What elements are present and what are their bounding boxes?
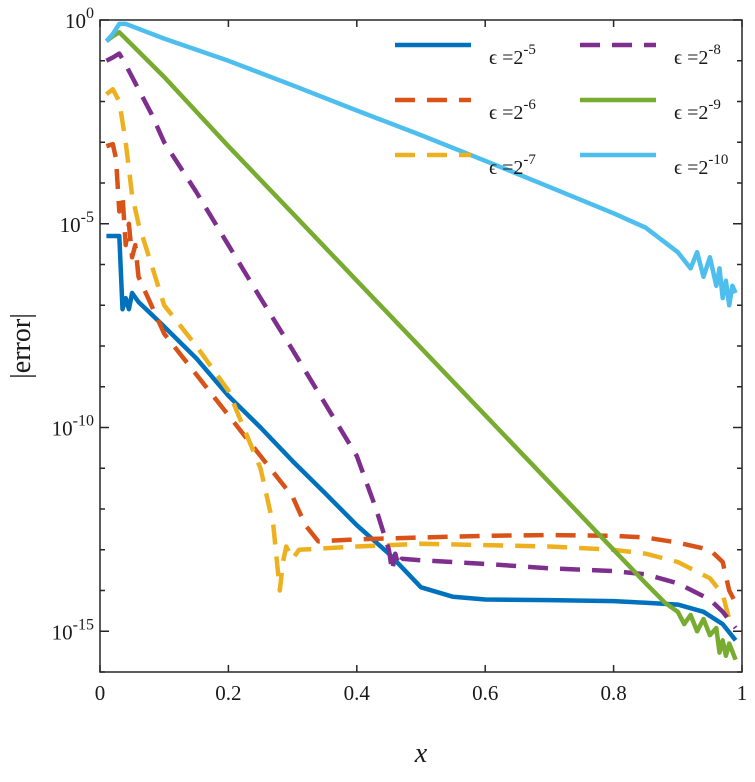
x-axis-label: x — [414, 738, 428, 769]
series-line-1 — [106, 233, 738, 642]
series-line-3 — [104, 86, 737, 622]
x-tick-label: 0.2 — [215, 681, 241, 705]
series-line-5 — [104, 30, 738, 661]
y-tick-label: 100 — [65, 5, 94, 33]
y-ticks: 100 10-5 10-10 10-15 — [52, 5, 742, 673]
x-tick-label: 0.8 — [600, 681, 626, 705]
plot-lines — [104, 21, 738, 661]
y-axis-label: |error| — [6, 313, 37, 379]
x-ticks: 0 0.2 0.4 0.6 0.8 1 — [95, 20, 748, 705]
y-tick-label: 10-10 — [52, 413, 94, 441]
legend-label-6: ϵ =2-10 — [674, 152, 728, 179]
legend-label-4: ϵ =2-8 — [674, 42, 721, 69]
series-line-4 — [105, 51, 738, 630]
x-tick-label: 0.4 — [344, 681, 371, 705]
legend: ϵ =2-5 ϵ =2-6 ϵ =2-7 ϵ =2-8 ϵ =2-9 ϵ =2-10 — [395, 42, 728, 179]
legend-label-1: ϵ =2-5 — [489, 42, 536, 69]
x-tick-label: 1 — [737, 681, 748, 705]
x-tick-label: 0.6 — [472, 681, 498, 705]
series-line-6 — [104, 21, 738, 308]
legend-label-2: ϵ =2-6 — [489, 97, 536, 124]
x-tick-label: 0 — [95, 681, 106, 705]
legend-label-5: ϵ =2-9 — [674, 97, 721, 124]
series-line-2 — [105, 141, 738, 604]
y-tick-label: 10-5 — [60, 209, 94, 237]
y-tick-label: 10-15 — [52, 616, 94, 644]
legend-label-3: ϵ =2-7 — [489, 152, 536, 179]
